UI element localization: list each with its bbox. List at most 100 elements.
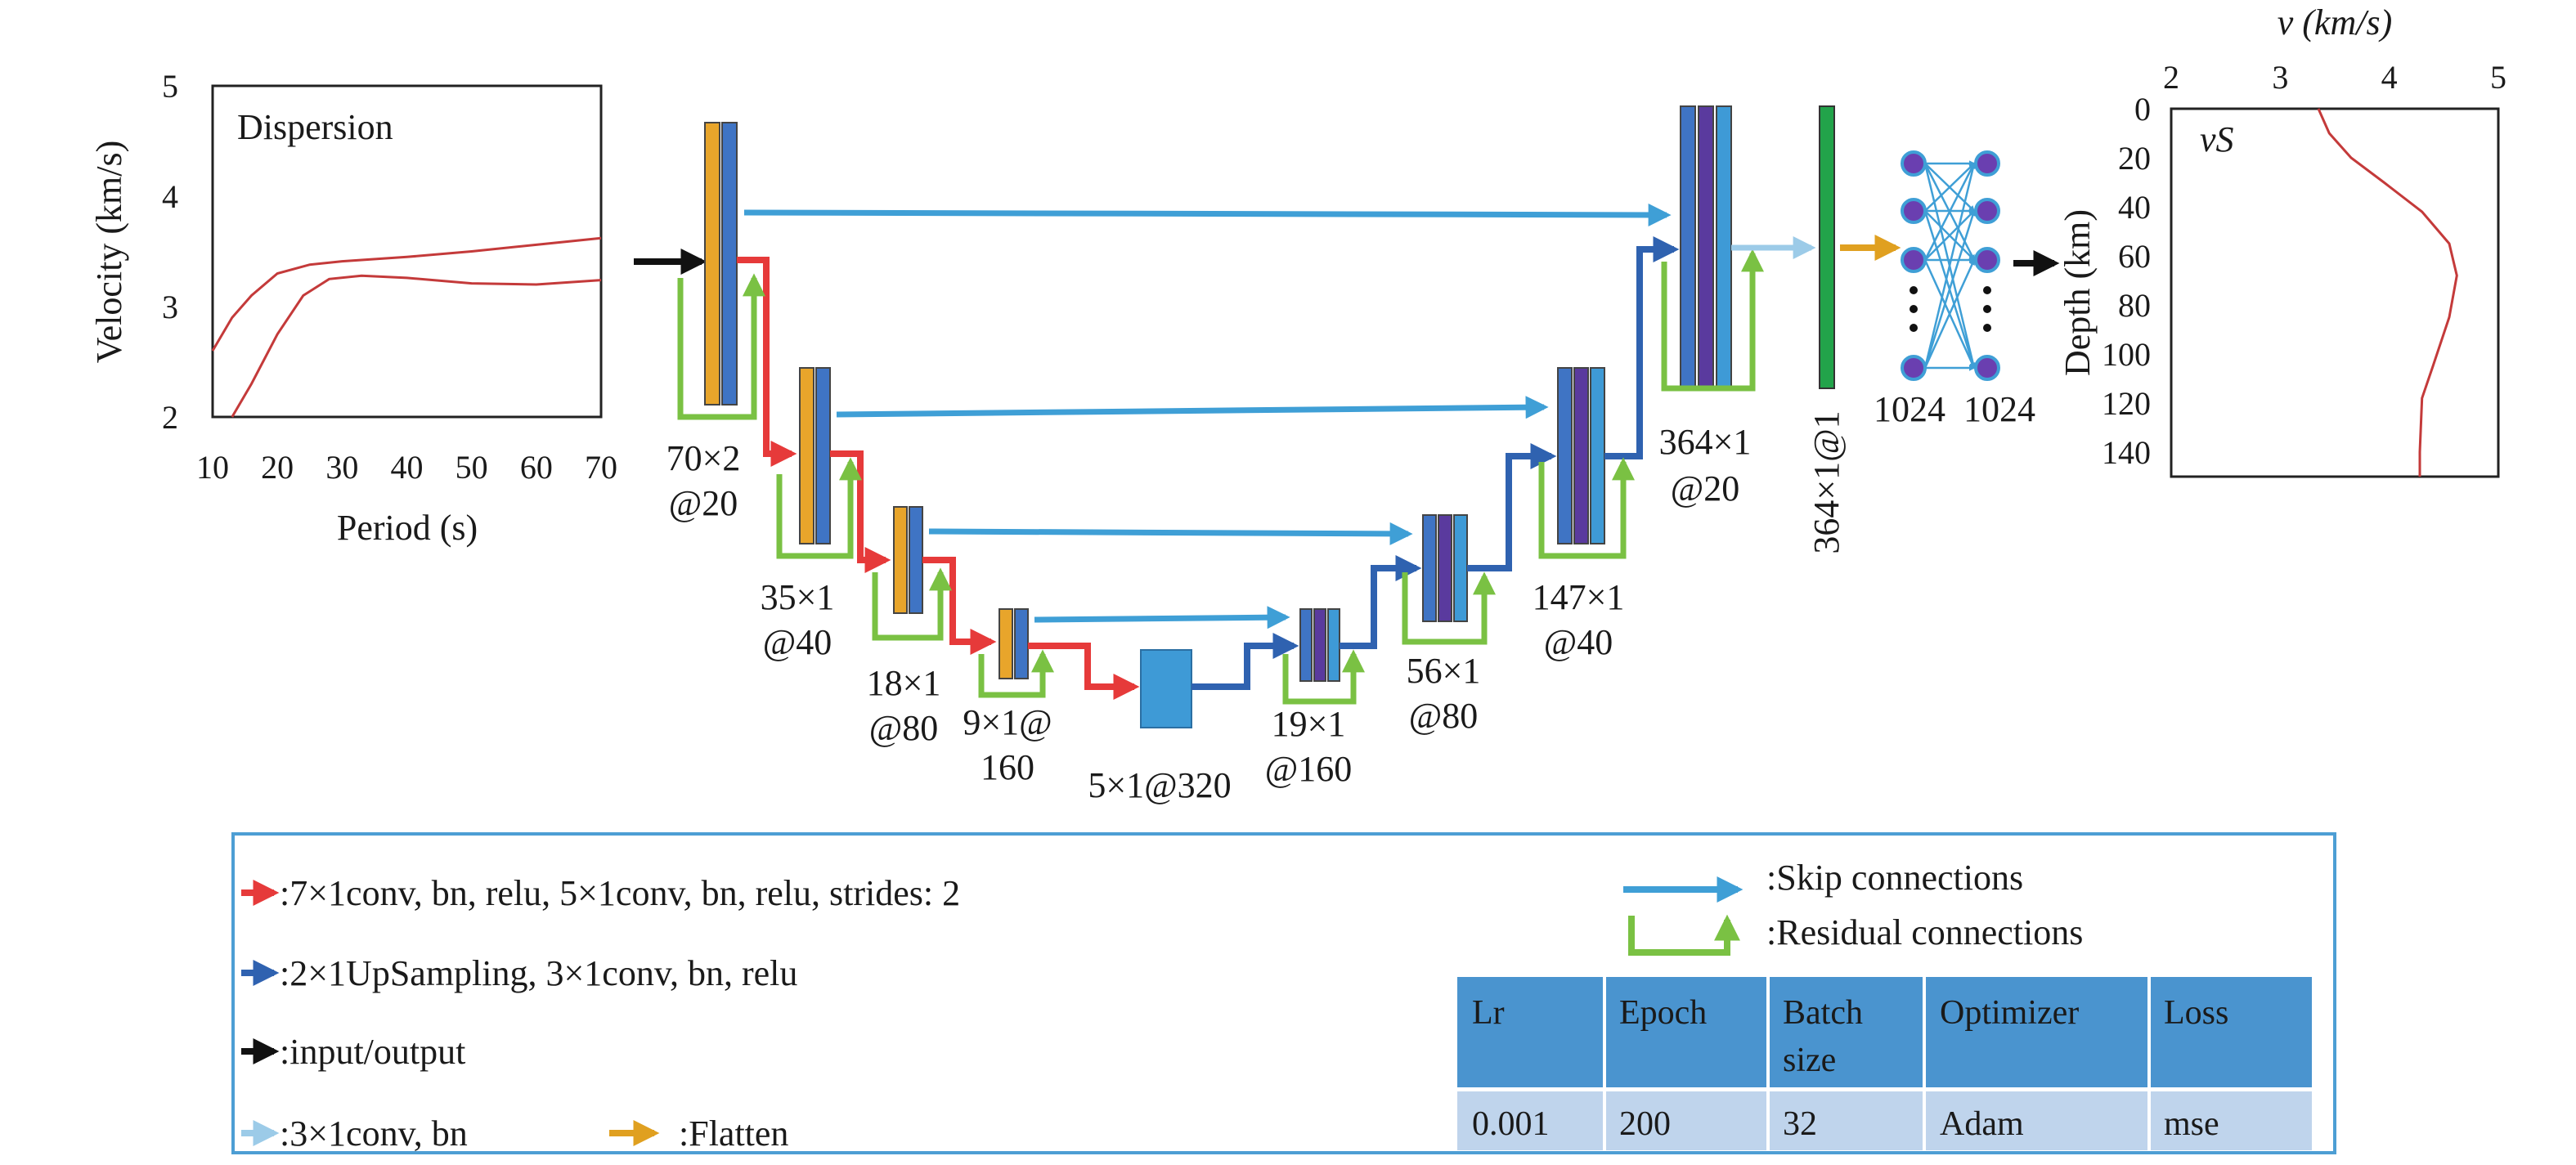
fc-edge [1923,209,1976,369]
table-cell-optimizer: Adam [1940,1105,2024,1143]
x-tick-label: 5 [2490,59,2506,96]
table-header-epoch: Epoch [1619,994,1707,1032]
legend-flatten-text: :Flatten [679,1113,788,1154]
table-cell-epoch: 200 [1619,1105,1671,1143]
y-tick-label: 0 [2134,91,2151,128]
x-tick-label: 70 [585,449,617,486]
enc4-label-line2: 160 [981,747,1034,787]
fully-connected-layers [1901,150,2000,381]
dispersion-curves [211,236,602,418]
legend-convbn-text: :3×1conv, bn [280,1113,468,1154]
fc-edges [1923,160,1977,371]
dec2-label-line1: 147×1 [1533,577,1625,617]
enc2-label-line2: @40 [763,622,832,662]
vs-series-label: vS [2200,119,2234,159]
table-header-batch-line1: Batch [1783,994,1863,1032]
dec4-label-line1: 19×1 [1272,704,1346,744]
legend-skip-text: :Skip connections [1766,858,2023,898]
dispersion-x-ticks: 10 20 30 40 50 60 70 [196,449,617,486]
dec1-label-line2: @20 [1671,468,1740,509]
legend-io-text: :input/output [280,1032,465,1072]
dispersion-panel: Dispersion 10 20 30 40 50 60 70 2 3 4 5 Period (s… [89,68,617,548]
fc-edge [1923,258,1976,369]
decoder-block-4 [1299,608,1340,682]
table-cell-lr: 0.001 [1472,1105,1550,1143]
table-header-lr: Lr [1472,994,1505,1032]
table-cell-loss: mse [2164,1105,2219,1143]
table-grid [1457,977,2312,1150]
table-header-optimizer: Optimizer [1940,994,2079,1032]
legend-residual-text: :Residual connections [1766,912,2083,952]
dispersion-title: Dispersion [237,107,393,147]
encoder-block-2 [799,367,831,544]
x-tick-label: 4 [2381,59,2398,96]
enc2-label-line1: 35×1 [761,577,835,617]
x-tick-label: 50 [456,449,488,486]
legend-residual-arrow [1628,914,1740,956]
fc-layer-1-nodes [1901,150,1927,381]
y-tick-label: 4 [162,178,178,215]
encoder-block-1 [704,122,738,406]
fc-edge [1924,162,1976,212]
decoder-block-2 [1557,367,1605,544]
dispersion-y-ticks: 2 3 4 5 [162,68,178,436]
x-tick-label: 20 [261,449,294,486]
x-tick-label: 3 [2272,59,2288,96]
y-tick-label: 20 [2118,140,2151,177]
velocity-y-ticks: 0 20 40 60 80 100 120 140 [2102,91,2151,471]
enc1-label-line1: 70×2 [666,438,741,478]
y-tick-label: 40 [2118,189,2151,226]
legend-upsample-text: :2×1UpSampling, 3×1conv, bn, relu [280,953,797,993]
table-row-bg [1457,1091,2312,1150]
enc4-label-line1: 9×1@ [963,702,1052,742]
table-header-bg [1457,977,2312,1087]
dispersion-curve-2 [231,274,602,418]
enc1-label-line2: @20 [669,483,738,523]
x-tick-label: 60 [520,449,553,486]
layer-labels: 70×2 @20 35×1 @40 18×1 @80 9×1@ 160 5×1@… [666,389,2035,805]
dec4-label-line2: @160 [1265,749,1353,789]
decoder-block-1 [1680,105,1732,389]
x-tick-label: 40 [391,449,424,486]
y-tick-label: 80 [2118,287,2151,324]
x-tick-label: 10 [196,449,229,486]
legend-box: :7×1conv, bn, relu, 5×1conv, bn, relu, s… [231,832,2336,1154]
legend-conv-text: :7×1conv, bn, relu, 5×1conv, bn, relu, s… [280,873,960,913]
table-header-loss: Loss [2164,994,2228,1032]
table-header-batch-line2: size [1783,1042,1836,1079]
y-tick-label: 140 [2102,434,2151,471]
x-tick-label: 30 [325,449,358,486]
bottleneck-block [1140,649,1192,728]
dispersion-y-label: Velocity (km/s) [89,141,129,364]
velocity-panel: 2 3 4 5 0 20 40 60 80 100 120 140 v (km/s) Depth (… [2058,2,2506,478]
encoder-block-3 [893,506,923,614]
dispersion-frame [211,84,603,419]
fc-edge [1924,209,1976,261]
y-tick-label: 60 [2118,238,2151,275]
dense-label: 364×1@1 [1806,410,1847,553]
y-tick-label: 5 [162,68,178,105]
velocity-x-label: v (km/s) [2278,2,2393,43]
dispersion-curve-1 [211,236,602,352]
y-tick-label: 3 [162,289,178,325]
hyperparams-table: Lr Epoch Batch size Optimizer Loss 0.001… [1457,977,2312,1150]
dec1-label-line1: 364×1 [1659,422,1752,462]
table-value-row: 0.001 200 32 Adam mse [1472,1105,2219,1143]
table-header-row: Lr Epoch Batch size Optimizer Loss [1472,994,2228,1079]
enc3-label-line1: 18×1 [867,663,941,703]
velocity-y-label: Depth (km) [2058,209,2098,376]
fc1-label: 1024 [1874,389,1945,429]
encoder-block-4 [999,608,1029,679]
velocity-frame [2170,107,2500,478]
fc-edge [1923,162,1976,261]
fc-layer-2-nodes [1974,150,2000,381]
y-tick-label: 2 [162,399,178,436]
downsampling-connections [737,257,1140,700]
enc3-label-line2: @80 [869,708,939,748]
dispersion-x-label: Period (s) [337,508,478,548]
dense-layer-block [1819,105,1835,389]
upsampling-connections [1192,236,1680,690]
velocity-x-ticks: 2 3 4 5 [2163,59,2506,96]
skip-connections [743,203,1672,630]
